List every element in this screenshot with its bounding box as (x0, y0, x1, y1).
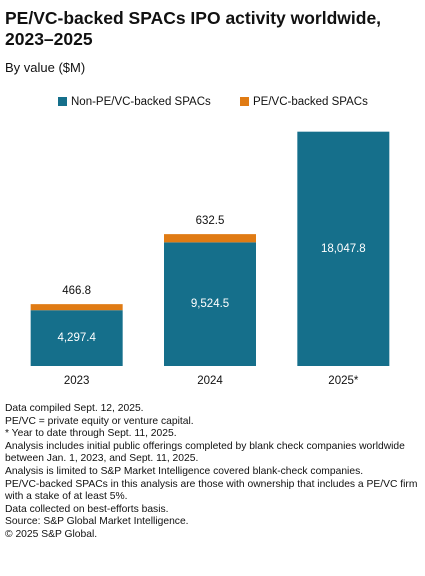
chart: Non-PE/VC-backed SPACs PE/VC-backed SPACs… (30, 96, 390, 387)
bar-segment (30, 310, 123, 366)
value-label: 18,047.8 (321, 243, 366, 255)
value-label: 9,524.5 (191, 298, 229, 310)
legend-label: PE/VC-backed SPACs (253, 96, 368, 108)
legend-label: Non-PE/VC-backed SPACs (71, 96, 211, 108)
footnote: © 2025 S&P Global. (5, 528, 98, 540)
footnote: PE/VC-backed SPACs in this analysis are … (5, 478, 418, 503)
chart-subtitle: By value ($M) (5, 60, 86, 75)
legend-swatch (240, 97, 249, 106)
footnote: Analysis includes initial public offerin… (5, 440, 405, 465)
chart-title: PE/VC-backed SPACs IPO activity worldwid… (5, 8, 382, 49)
value-label: 4,297.4 (57, 332, 96, 344)
bar-segment (297, 131, 390, 366)
footnote: Data collected on best-efforts basis. (5, 503, 169, 515)
bar-segment (164, 234, 256, 243)
footnotes: Data compiled Sept. 12, 2025. PE/VC = pri… (5, 403, 423, 542)
x-tick-label: 2024 (197, 375, 223, 387)
bar-segment (164, 242, 256, 366)
x-tick-label: 2025* (328, 375, 359, 387)
value-label: 466.8 (62, 285, 91, 297)
footnote: PE/VC = private equity or venture capita… (5, 415, 194, 427)
legend-swatch (58, 97, 67, 106)
footnote: Source: S&P Global Market Intelligence. (5, 516, 189, 528)
footnote: Analysis is limited to S&P Market Intell… (5, 465, 364, 477)
x-tick-label: 2023 (64, 375, 90, 387)
footnote: * Year to date through Sept. 11, 2025. (5, 428, 177, 440)
footnote: Data compiled Sept. 12, 2025. (5, 403, 144, 414)
bar-segment (30, 304, 123, 311)
value-label: 632.5 (196, 215, 225, 227)
